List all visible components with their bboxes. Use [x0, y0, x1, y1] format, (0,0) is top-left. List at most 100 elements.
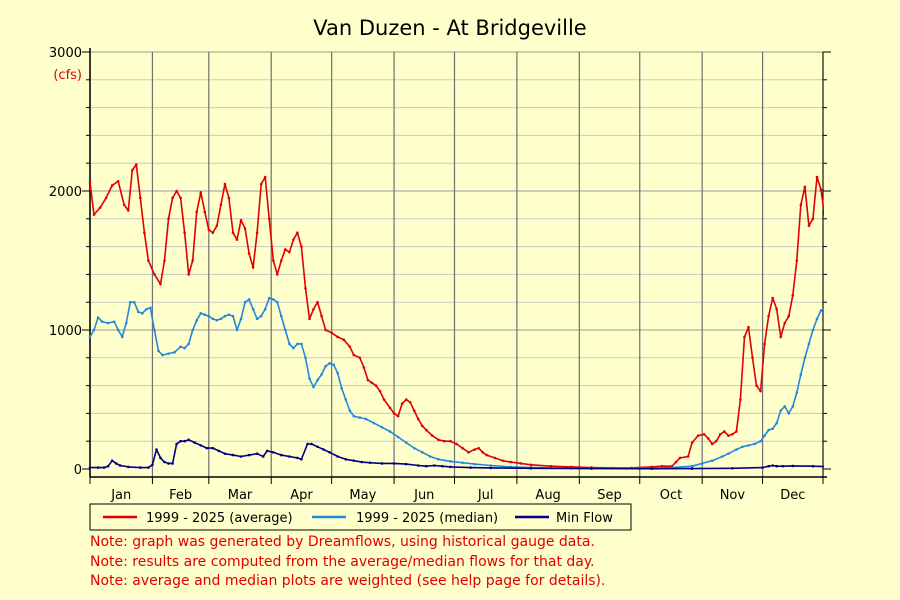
series-2-point — [128, 300, 132, 304]
series-2-point — [255, 317, 259, 321]
series-2-point — [799, 373, 803, 376]
series-1-point — [235, 238, 239, 241]
series-2-point — [284, 328, 287, 332]
series-2-point — [710, 459, 714, 462]
series-1-point — [787, 314, 791, 318]
series-2-point — [203, 313, 207, 317]
series-2-point — [227, 313, 231, 317]
series-1-point — [352, 353, 356, 357]
series-1-point — [308, 317, 311, 321]
series-1-point — [467, 451, 470, 454]
series-1-point — [219, 203, 223, 207]
series-2-point — [396, 435, 400, 439]
series-1-point — [330, 331, 333, 335]
note-3: Note: average and median plots are weigh… — [90, 573, 606, 589]
series-3-point — [771, 464, 774, 467]
series-2-point — [316, 378, 319, 382]
series-2-point — [223, 314, 227, 318]
series-1-point — [727, 434, 730, 437]
series-2-point — [187, 342, 190, 346]
series-2-point — [195, 318, 199, 322]
series-1-point — [183, 231, 186, 234]
series-1-point — [424, 428, 428, 432]
series-2-point — [473, 462, 476, 466]
series-1-point — [98, 206, 102, 209]
x-tick-label: Jan — [110, 488, 131, 503]
series-3-point — [761, 466, 764, 469]
series-1-point — [135, 163, 138, 166]
series-2-point — [149, 306, 152, 310]
x-tick-label: May — [349, 488, 376, 503]
series-3-point — [322, 448, 325, 451]
series-1-point — [529, 463, 533, 467]
series-3-point — [328, 451, 331, 454]
series-2-point — [783, 405, 787, 408]
series-1-point — [743, 335, 746, 339]
series-2-point — [787, 412, 791, 415]
series-1-point — [803, 185, 807, 189]
series-3-point — [171, 462, 174, 465]
series-1-point — [104, 196, 108, 200]
series-1-point — [493, 456, 497, 460]
series-1-point — [362, 366, 366, 369]
series-3-point — [690, 467, 694, 470]
series-1-point — [288, 250, 291, 254]
series-3-point — [187, 438, 190, 442]
series-1-point — [431, 434, 434, 437]
series-3-point — [265, 449, 269, 453]
series-2-point — [280, 314, 283, 318]
series-1-point — [779, 335, 783, 339]
series-3-point — [110, 459, 114, 462]
series-2-point — [735, 448, 738, 451]
series-3-point — [352, 459, 356, 462]
x-tick-label: Jun — [413, 488, 434, 503]
series-1-point — [147, 259, 150, 262]
series-1-point — [259, 182, 263, 186]
series-3-point — [368, 461, 372, 465]
series-3-point — [217, 449, 221, 453]
series-1-point — [159, 282, 162, 286]
series-1-point — [179, 196, 182, 200]
series-1-point — [195, 210, 199, 214]
series-1-point — [336, 335, 339, 339]
series-1-point — [767, 314, 770, 318]
series-2-point — [88, 335, 92, 339]
series-2-point — [191, 328, 195, 332]
series-1-point — [153, 273, 156, 276]
series-1-point — [795, 259, 799, 262]
y-tick-label: 2000 — [49, 185, 82, 200]
series-2-point — [275, 300, 279, 304]
series-2-point — [173, 350, 176, 354]
legend-label-3: Min Flow — [556, 511, 613, 526]
series-3-point — [106, 464, 110, 468]
series-1-point — [139, 196, 142, 200]
series-2-point — [199, 312, 203, 315]
series-1-point — [348, 345, 352, 348]
series-1-point — [501, 459, 505, 462]
series-2-point — [271, 298, 275, 301]
series-3-point — [96, 466, 100, 469]
y-tick-label: 3000 — [49, 46, 82, 61]
series-2-point — [380, 426, 384, 429]
series-2-point — [791, 405, 795, 408]
series-2-point — [235, 328, 239, 332]
series-1-point — [473, 448, 476, 451]
series-2-point — [779, 409, 783, 412]
series-1-point — [92, 213, 96, 216]
series-1-point — [404, 398, 408, 401]
series-2-point — [120, 335, 124, 339]
notes: Note: graph was generated by Dreamflows,… — [90, 533, 605, 592]
series-3-point — [449, 465, 452, 469]
series-3-point — [205, 446, 209, 450]
series-1-point — [674, 460, 678, 464]
series-3-point — [211, 446, 215, 450]
series-2-point — [759, 439, 762, 443]
series-3-point — [261, 455, 265, 458]
series-3-point — [416, 464, 420, 467]
series-2-point — [211, 317, 215, 321]
series-3-point — [118, 464, 122, 467]
series-2-point — [167, 352, 170, 355]
series-2-point — [267, 296, 271, 300]
series-3-point — [147, 466, 150, 469]
